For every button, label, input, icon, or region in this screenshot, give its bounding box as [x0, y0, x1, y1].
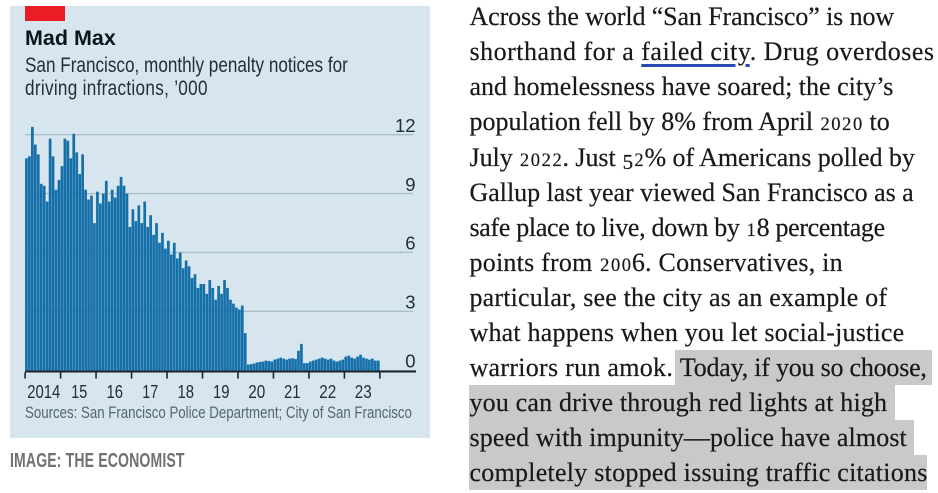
svg-text:16: 16	[107, 381, 124, 402]
svg-text:12: 12	[395, 115, 416, 136]
svg-text:3: 3	[405, 292, 415, 313]
svg-text:23: 23	[355, 381, 372, 402]
svg-text:19: 19	[213, 381, 230, 402]
svg-text:17: 17	[142, 381, 158, 402]
svg-text:18: 18	[177, 381, 194, 402]
svg-text:9: 9	[405, 174, 415, 195]
svg-text:22: 22	[319, 381, 336, 402]
svg-text:2014: 2014	[27, 381, 60, 402]
svg-text:6: 6	[405, 233, 415, 254]
svg-text:15: 15	[71, 381, 87, 402]
svg-text:0: 0	[405, 351, 415, 372]
svg-text:20: 20	[248, 381, 265, 402]
svg-text:21: 21	[284, 381, 301, 402]
